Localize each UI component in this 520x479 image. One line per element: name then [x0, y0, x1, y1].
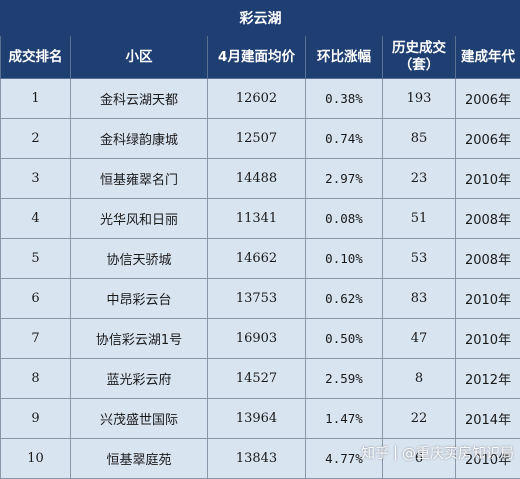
cell-rank: 9 — [1, 399, 71, 439]
cell-community: 金科绿韵康城 — [71, 119, 208, 159]
cell-avg-price: 14488 — [208, 159, 306, 199]
cell-avg-price: 13753 — [208, 279, 306, 319]
cell-mom-change: 1.47% — [306, 399, 383, 439]
cell-avg-price: 12602 — [208, 79, 306, 119]
cell-build-year: 2012年 — [456, 359, 520, 399]
cell-build-year: 2008年 — [456, 199, 520, 239]
cell-community: 中昂彩云台 — [71, 279, 208, 319]
cell-community: 协信天骄城 — [71, 239, 208, 279]
cell-mom-change: 2.97% — [306, 159, 383, 199]
cell-mom-change: 0.10% — [306, 239, 383, 279]
cell-history-deals: 22 — [383, 399, 456, 439]
cell-community: 协信彩云湖1号 — [71, 319, 208, 359]
header-avg-price: 4月建面均价 — [208, 36, 306, 79]
cell-avg-price: 16903 — [208, 319, 306, 359]
cell-community: 兴茂盛世国际 — [71, 399, 208, 439]
cell-community: 金科云湖天都 — [71, 79, 208, 119]
cell-mom-change: 0.62% — [306, 279, 383, 319]
cell-history-deals: 193 — [383, 79, 456, 119]
cell-history-deals: 6 — [383, 439, 456, 479]
cell-mom-change: 0.08% — [306, 199, 383, 239]
cell-history-deals: 83 — [383, 279, 456, 319]
header-build-year: 建成年代 — [456, 36, 520, 79]
cell-build-year: 2006年 — [456, 79, 520, 119]
table-title: 彩云湖 — [1, 1, 520, 36]
cell-community: 恒基翠庭苑 — [71, 439, 208, 479]
cell-rank: 5 — [1, 239, 71, 279]
cell-build-year: 2010年 — [456, 319, 520, 359]
cell-mom-change: 0.74% — [306, 119, 383, 159]
cell-avg-price: 13964 — [208, 399, 306, 439]
cell-history-deals: 23 — [383, 159, 456, 199]
header-history-deals: 历史成交 （套） — [383, 36, 456, 79]
table-header-row: 成交排名 小区 4月建面均价 环比涨幅 历史成交 （套） 建成年代 — [1, 36, 520, 79]
cell-community: 光华风和日丽 — [71, 199, 208, 239]
cell-history-deals: 8 — [383, 359, 456, 399]
cell-build-year: 2006年 — [456, 119, 520, 159]
header-history-deals-line2: （套） — [399, 57, 440, 73]
cell-avg-price: 14527 — [208, 359, 306, 399]
cell-avg-price: 13843 — [208, 439, 306, 479]
cell-rank: 4 — [1, 199, 71, 239]
cell-rank: 10 — [1, 439, 71, 479]
cell-mom-change: 0.50% — [306, 319, 383, 359]
cell-rank: 8 — [1, 359, 71, 399]
cell-history-deals: 47 — [383, 319, 456, 359]
cell-history-deals: 85 — [383, 119, 456, 159]
cell-mom-change: 0.38% — [306, 79, 383, 119]
cell-community: 蓝光彩云府 — [71, 359, 208, 399]
header-community: 小区 — [71, 36, 208, 79]
cell-avg-price: 12507 — [208, 119, 306, 159]
header-history-deals-line1: 历史成交 — [392, 40, 446, 56]
cell-build-year: 2008年 — [456, 239, 520, 279]
cell-build-year: 2010年 — [456, 279, 520, 319]
cell-history-deals: 53 — [383, 239, 456, 279]
cell-rank: 7 — [1, 319, 71, 359]
cell-rank: 3 — [1, 159, 71, 199]
cell-mom-change: 4.77% — [306, 439, 383, 479]
cell-build-year: 2010年 — [456, 439, 520, 479]
cell-mom-change: 2.59% — [306, 359, 383, 399]
cell-avg-price: 14662 — [208, 239, 306, 279]
cell-build-year: 2014年 — [456, 399, 520, 439]
cell-community: 恒基雍翠名门 — [71, 159, 208, 199]
header-mom-change: 环比涨幅 — [306, 36, 383, 79]
cell-build-year: 2010年 — [456, 159, 520, 199]
cell-history-deals: 51 — [383, 199, 456, 239]
table-title-row: 彩云湖 — [1, 1, 520, 36]
cell-avg-price: 11341 — [208, 199, 306, 239]
cell-rank: 1 — [1, 79, 71, 119]
cell-rank: 2 — [1, 119, 71, 159]
header-rank: 成交排名 — [1, 36, 71, 79]
cell-rank: 6 — [1, 279, 71, 319]
